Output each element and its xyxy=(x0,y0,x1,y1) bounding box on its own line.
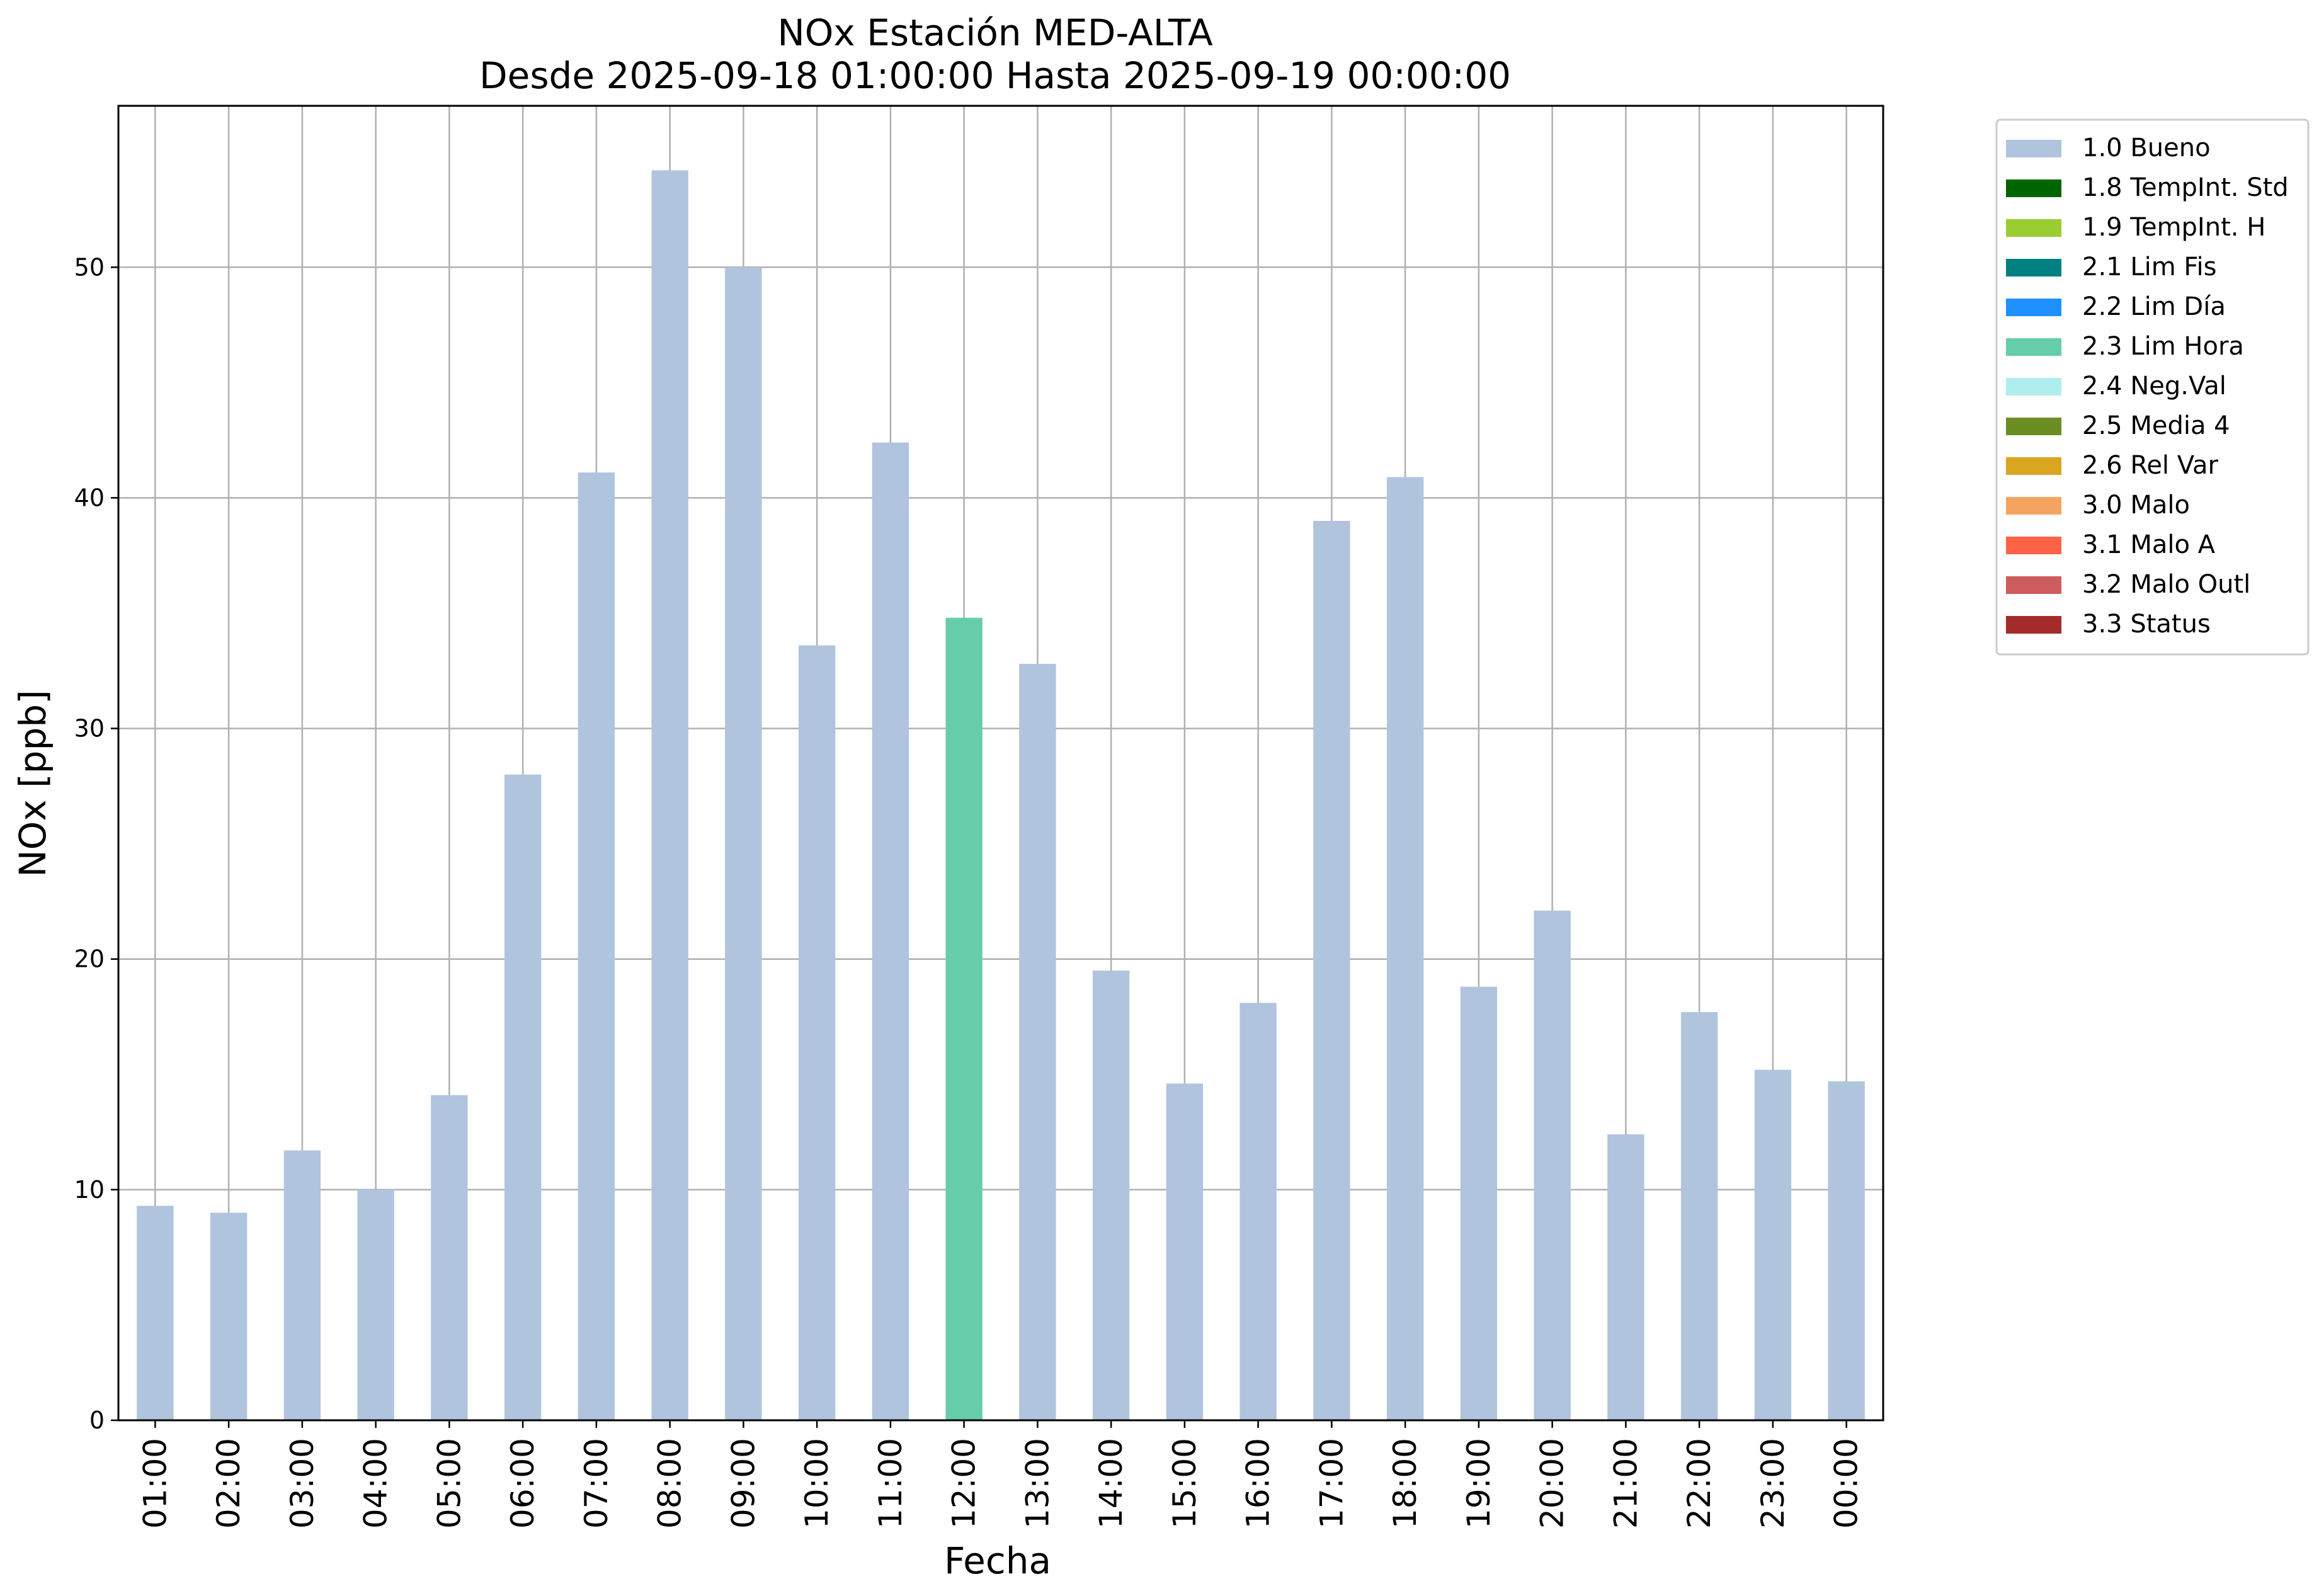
legend-label: 3.1 Malo A xyxy=(2082,530,2216,559)
x-tick-label: 02:00 xyxy=(210,1438,247,1529)
y-tick-label: 20 xyxy=(74,945,105,973)
x-tick-label: 09:00 xyxy=(725,1438,761,1529)
chart-subtitle: Desde 2025-09-18 01:00:00 Hasta 2025-09-… xyxy=(479,54,1511,97)
bar-09:00 xyxy=(725,267,762,1421)
x-tick-label: 17:00 xyxy=(1313,1438,1350,1529)
x-tick-label: 19:00 xyxy=(1461,1438,1497,1529)
x-tick-label: 16:00 xyxy=(1240,1438,1277,1529)
x-axis-label: Fecha xyxy=(944,1539,1051,1582)
x-tick-label: 00:00 xyxy=(1828,1438,1865,1529)
legend-swatch xyxy=(2006,497,2061,515)
bar-10:00 xyxy=(798,645,836,1420)
x-tick-label: 03:00 xyxy=(284,1438,321,1529)
legend-swatch xyxy=(2006,219,2061,237)
legend-label: 1.8 TempInt. Std xyxy=(2082,173,2289,202)
x-tick-label: 06:00 xyxy=(504,1438,541,1529)
legend-swatch xyxy=(2006,418,2061,435)
x-tick-label: 13:00 xyxy=(1019,1438,1056,1529)
bar-06:00 xyxy=(504,774,542,1420)
y-tick-label: 10 xyxy=(74,1176,105,1204)
x-tick-label: 01:00 xyxy=(137,1438,173,1529)
legend-label: 2.4 Neg.Val xyxy=(2082,372,2226,401)
legend-swatch xyxy=(2006,140,2061,157)
x-tick-label: 21:00 xyxy=(1607,1438,1644,1529)
axis-ticks: 0 10 20 30 40 50 01:00 02:00 03:00 04:00 05:00 06:0… xyxy=(74,253,1865,1529)
y-tick-label: 40 xyxy=(74,484,105,511)
bar-14:00 xyxy=(1092,971,1130,1420)
legend-label: 3.2 Malo Outl xyxy=(2082,570,2250,599)
bar-03:00 xyxy=(283,1150,321,1420)
y-tick-label: 0 xyxy=(89,1406,105,1434)
legend-frame xyxy=(1995,118,2310,656)
x-tick-label: 10:00 xyxy=(799,1438,835,1529)
legend-label: 2.3 Lim Hora xyxy=(2082,332,2244,361)
legend-swatch xyxy=(2006,180,2061,197)
bar-22:00 xyxy=(1680,1012,1718,1420)
legend-swatch xyxy=(2006,259,2061,276)
bar-00:00 xyxy=(1828,1081,1865,1420)
legend-swatch xyxy=(2006,616,2061,634)
x-tick-label: 08:00 xyxy=(652,1438,688,1529)
bar-13:00 xyxy=(1019,664,1056,1420)
legend: 1.0 Bueno 1.8 TempInt. Std 1.9 TempInt. H 2… xyxy=(1995,118,2310,656)
bar-08:00 xyxy=(651,170,688,1420)
x-tick-label: 14:00 xyxy=(1093,1438,1129,1529)
legend-swatch xyxy=(2006,576,2061,594)
bar-11:00 xyxy=(872,442,909,1420)
legend-swatch xyxy=(2006,338,2061,356)
legend-label: 3.3 Status xyxy=(2082,610,2211,639)
legend-label: 2.5 Media 4 xyxy=(2082,411,2230,440)
x-tick-label: 07:00 xyxy=(578,1438,615,1529)
bar-04:00 xyxy=(357,1189,394,1420)
legend-swatch xyxy=(2006,537,2061,554)
bar-19:00 xyxy=(1460,986,1498,1420)
bar-20:00 xyxy=(1534,910,1571,1420)
y-axis-label: NOx [ppb] xyxy=(11,690,54,877)
legend-label: 2.2 Lim Día xyxy=(2082,292,2226,321)
bar-16:00 xyxy=(1239,1003,1277,1420)
bar-18:00 xyxy=(1386,477,1424,1420)
x-tick-label: 04:00 xyxy=(358,1438,394,1529)
legend-swatch xyxy=(2006,299,2061,316)
bar-15:00 xyxy=(1166,1083,1204,1420)
legend-label: 1.9 TempInt. H xyxy=(2082,213,2265,242)
bar-02:00 xyxy=(210,1212,248,1420)
x-tick-label: 22:00 xyxy=(1681,1438,1718,1529)
legend-swatch xyxy=(2006,378,2061,396)
bar-12:00 xyxy=(945,617,983,1421)
plot-frame xyxy=(117,105,1884,1422)
x-tick-label: 20:00 xyxy=(1534,1438,1571,1529)
bar-17:00 xyxy=(1313,521,1350,1420)
legend-label: 3.0 Malo xyxy=(2082,491,2190,520)
bar-01:00 xyxy=(137,1206,174,1420)
x-tick-label: 15:00 xyxy=(1166,1438,1203,1529)
y-tick-label: 50 xyxy=(74,253,105,281)
bar-21:00 xyxy=(1607,1134,1644,1420)
bar-07:00 xyxy=(578,472,615,1421)
x-tick-label: 11:00 xyxy=(872,1438,909,1529)
legend-label: 1.0 Bueno xyxy=(2082,134,2211,162)
x-tick-label: 18:00 xyxy=(1387,1438,1423,1529)
x-tick-label: 12:00 xyxy=(946,1438,983,1529)
bars xyxy=(137,170,1865,1421)
bar-23:00 xyxy=(1754,1069,1792,1420)
y-tick-label: 30 xyxy=(74,715,105,743)
legend-label: 2.1 Lim Fis xyxy=(2082,253,2216,282)
legend-label: 2.6 Rel Var xyxy=(2082,451,2219,480)
x-tick-label: 23:00 xyxy=(1755,1438,1791,1529)
x-tick-label: 05:00 xyxy=(431,1438,467,1529)
bar-05:00 xyxy=(431,1095,468,1420)
chart-title: NOx Estación MED-ALTA xyxy=(777,11,1213,54)
legend-swatch xyxy=(2006,457,2061,475)
